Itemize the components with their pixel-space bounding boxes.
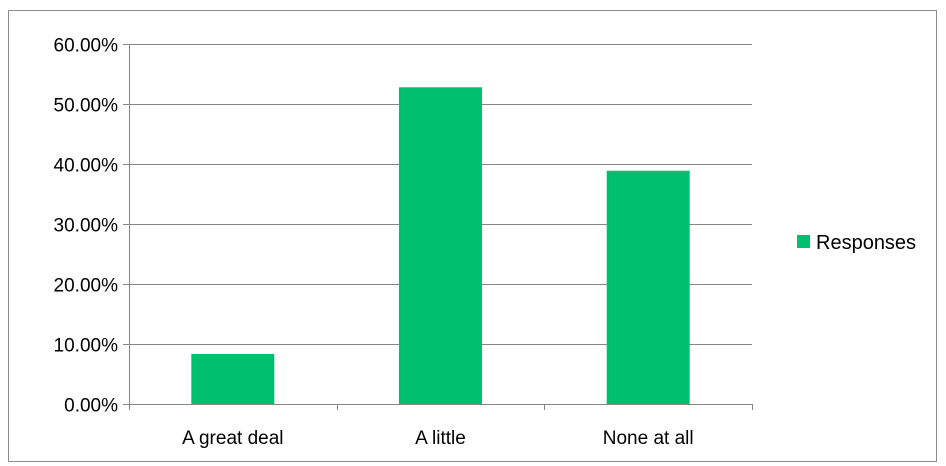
legend-swatch-responses [797,235,810,248]
bar [191,354,275,404]
x-tick-label: None at all [603,428,694,449]
y-tick-label: 50.00% [54,96,119,117]
x-tick-label: A great deal [182,428,283,449]
bar [606,170,690,404]
bar [399,87,482,405]
y-tick-label: 30.00% [54,216,119,237]
legend-label-responses: Responses [816,232,916,254]
y-tick-label: 10.00% [54,336,119,357]
y-tick-labels: 0.00% 10.00% 20.00% 30.00% 40.00% 50.00% 60.00… [54,36,119,417]
y-tick-label: 40.00% [54,156,119,177]
bars [191,87,690,405]
y-tick-label: 20.00% [54,276,119,297]
y-tick-label: 0.00% [64,396,118,417]
y-tick-label: 60.00% [54,36,119,57]
x-tick-label: A little [415,428,466,449]
axes [123,44,753,410]
x-tick-labels: A great deal A little None at all [182,428,694,449]
legend: Responses [797,232,916,254]
